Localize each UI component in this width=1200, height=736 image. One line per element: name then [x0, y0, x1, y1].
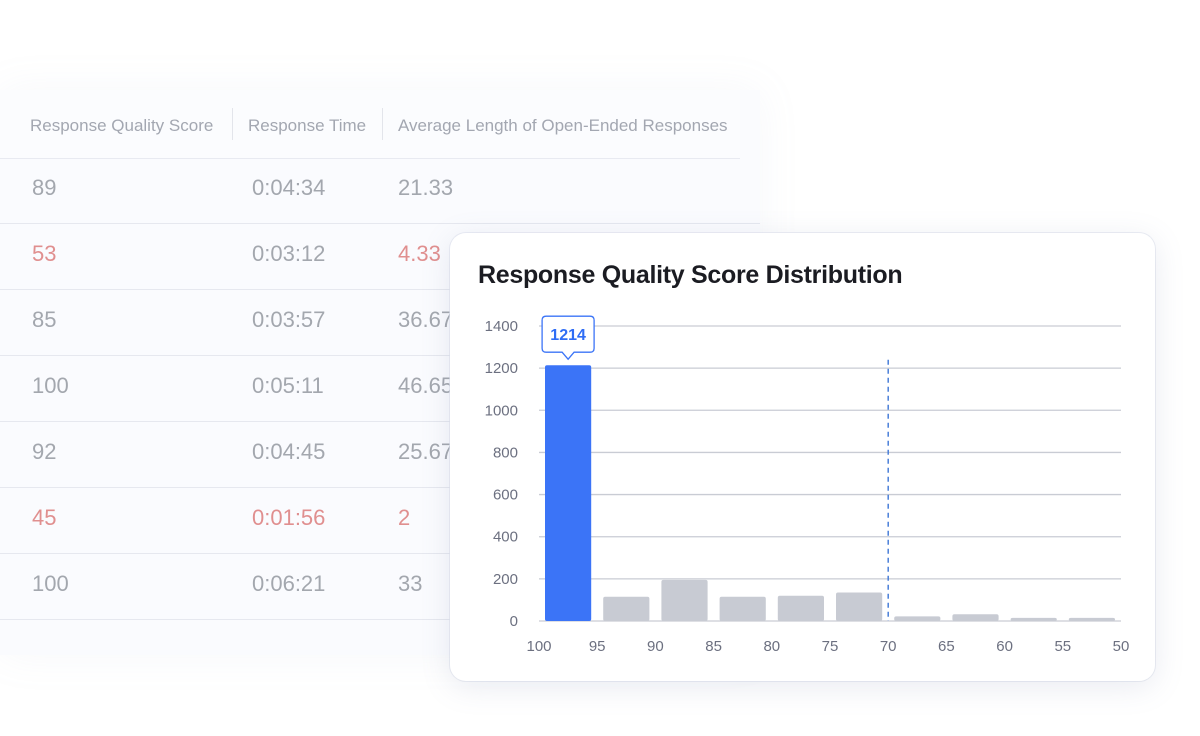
bar: [661, 579, 708, 621]
cell-time: 0:03:57: [252, 307, 326, 332]
cell-length: 25.67: [398, 439, 454, 464]
cell-score: 85: [32, 307, 57, 332]
column-header-time[interactable]: Response Time: [248, 116, 367, 135]
cell-score: 92: [32, 439, 57, 464]
bar: [894, 616, 941, 621]
x-tick-label: 90: [647, 638, 664, 655]
column-header-length[interactable]: Average Length of Open-Ended Responses: [398, 116, 728, 135]
cell-time: 0:04:34: [252, 175, 326, 200]
cell-time: 0:05:11: [252, 373, 324, 398]
bar: [1010, 617, 1057, 621]
x-tick-label: 60: [996, 638, 1013, 655]
distribution-chart-card: Response Quality Score Distribution 0 200…: [450, 233, 1155, 681]
y-tick-label: 800: [493, 444, 518, 461]
bar: [777, 595, 824, 621]
bar: [836, 592, 883, 621]
table-row[interactable]: 100 0:06:21 33: [0, 554, 760, 620]
cell-score: 45: [32, 505, 57, 530]
y-tick-label: 1200: [485, 360, 518, 377]
y-tick-label: 400: [493, 529, 518, 546]
cell-score: 53: [32, 241, 57, 266]
column-header-score[interactable]: Response Quality Score: [30, 116, 214, 135]
x-tick-label: 95: [589, 638, 606, 655]
cell-time: 0:01:56: [252, 505, 326, 530]
cell-length: 36.67: [398, 307, 454, 332]
chart-title: Response Quality Score Distribution: [478, 261, 903, 289]
y-tick-label: 1000: [485, 402, 518, 419]
cell-length: 33: [398, 571, 423, 596]
distribution-chart: 0 200 400 600 800 1000 1200 1400 100 95 90 85 80 75 70…: [485, 315, 1130, 655]
y-tick-label: 0: [510, 613, 518, 630]
cell-score: 89: [32, 175, 57, 200]
cell-length: 46.65: [398, 373, 454, 398]
x-tick-label: 80: [763, 638, 780, 655]
cell-score: 100: [32, 373, 69, 398]
bar: [952, 614, 999, 621]
y-tick-label: 200: [493, 571, 518, 588]
table-header: Response Quality Score Response Time Ave…: [0, 90, 740, 159]
table-row[interactable]: 53 0:03:12 4.33: [0, 224, 760, 290]
cell-time: 0:04:45: [252, 439, 326, 464]
y-tick-label: 1400: [485, 318, 518, 335]
column-divider: [232, 108, 233, 140]
tooltip-value: 1214: [550, 327, 586, 344]
x-tick-label: 50: [1113, 638, 1130, 655]
x-tick-label: 55: [1054, 638, 1071, 655]
table-row[interactable]: 100 0:05:11 46.65: [0, 356, 760, 422]
tooltip-bubble: [541, 315, 595, 361]
column-divider: [382, 108, 383, 140]
cell-length: 2: [398, 505, 411, 530]
cell-length: 4.33: [398, 241, 441, 266]
bar: [1068, 617, 1115, 621]
table-row[interactable]: 45 0:01:56 2: [0, 488, 760, 554]
x-tick-label: 65: [938, 638, 955, 655]
cell-time: 0:03:12: [252, 241, 326, 266]
table-row[interactable]: 92 0:04:45 25.67: [0, 422, 760, 488]
x-tick-label: 100: [526, 638, 551, 655]
x-tick-label: 70: [880, 638, 897, 655]
cell-length: 21.33: [398, 175, 454, 200]
bar-highlighted: [545, 365, 592, 621]
x-tick-label: 75: [822, 638, 839, 655]
table-row[interactable]: 89 0:04:34 21.33: [0, 158, 760, 224]
table-row[interactable]: 85 0:03:57 36.67: [0, 290, 760, 356]
bar: [719, 596, 766, 621]
bar: [603, 596, 650, 621]
cell-time: 0:06:21: [252, 571, 326, 596]
x-tick-label: 85: [705, 638, 722, 655]
value-tooltip: 1214: [541, 315, 595, 361]
y-tick-label: 600: [493, 487, 518, 504]
cell-score: 100: [32, 571, 69, 596]
